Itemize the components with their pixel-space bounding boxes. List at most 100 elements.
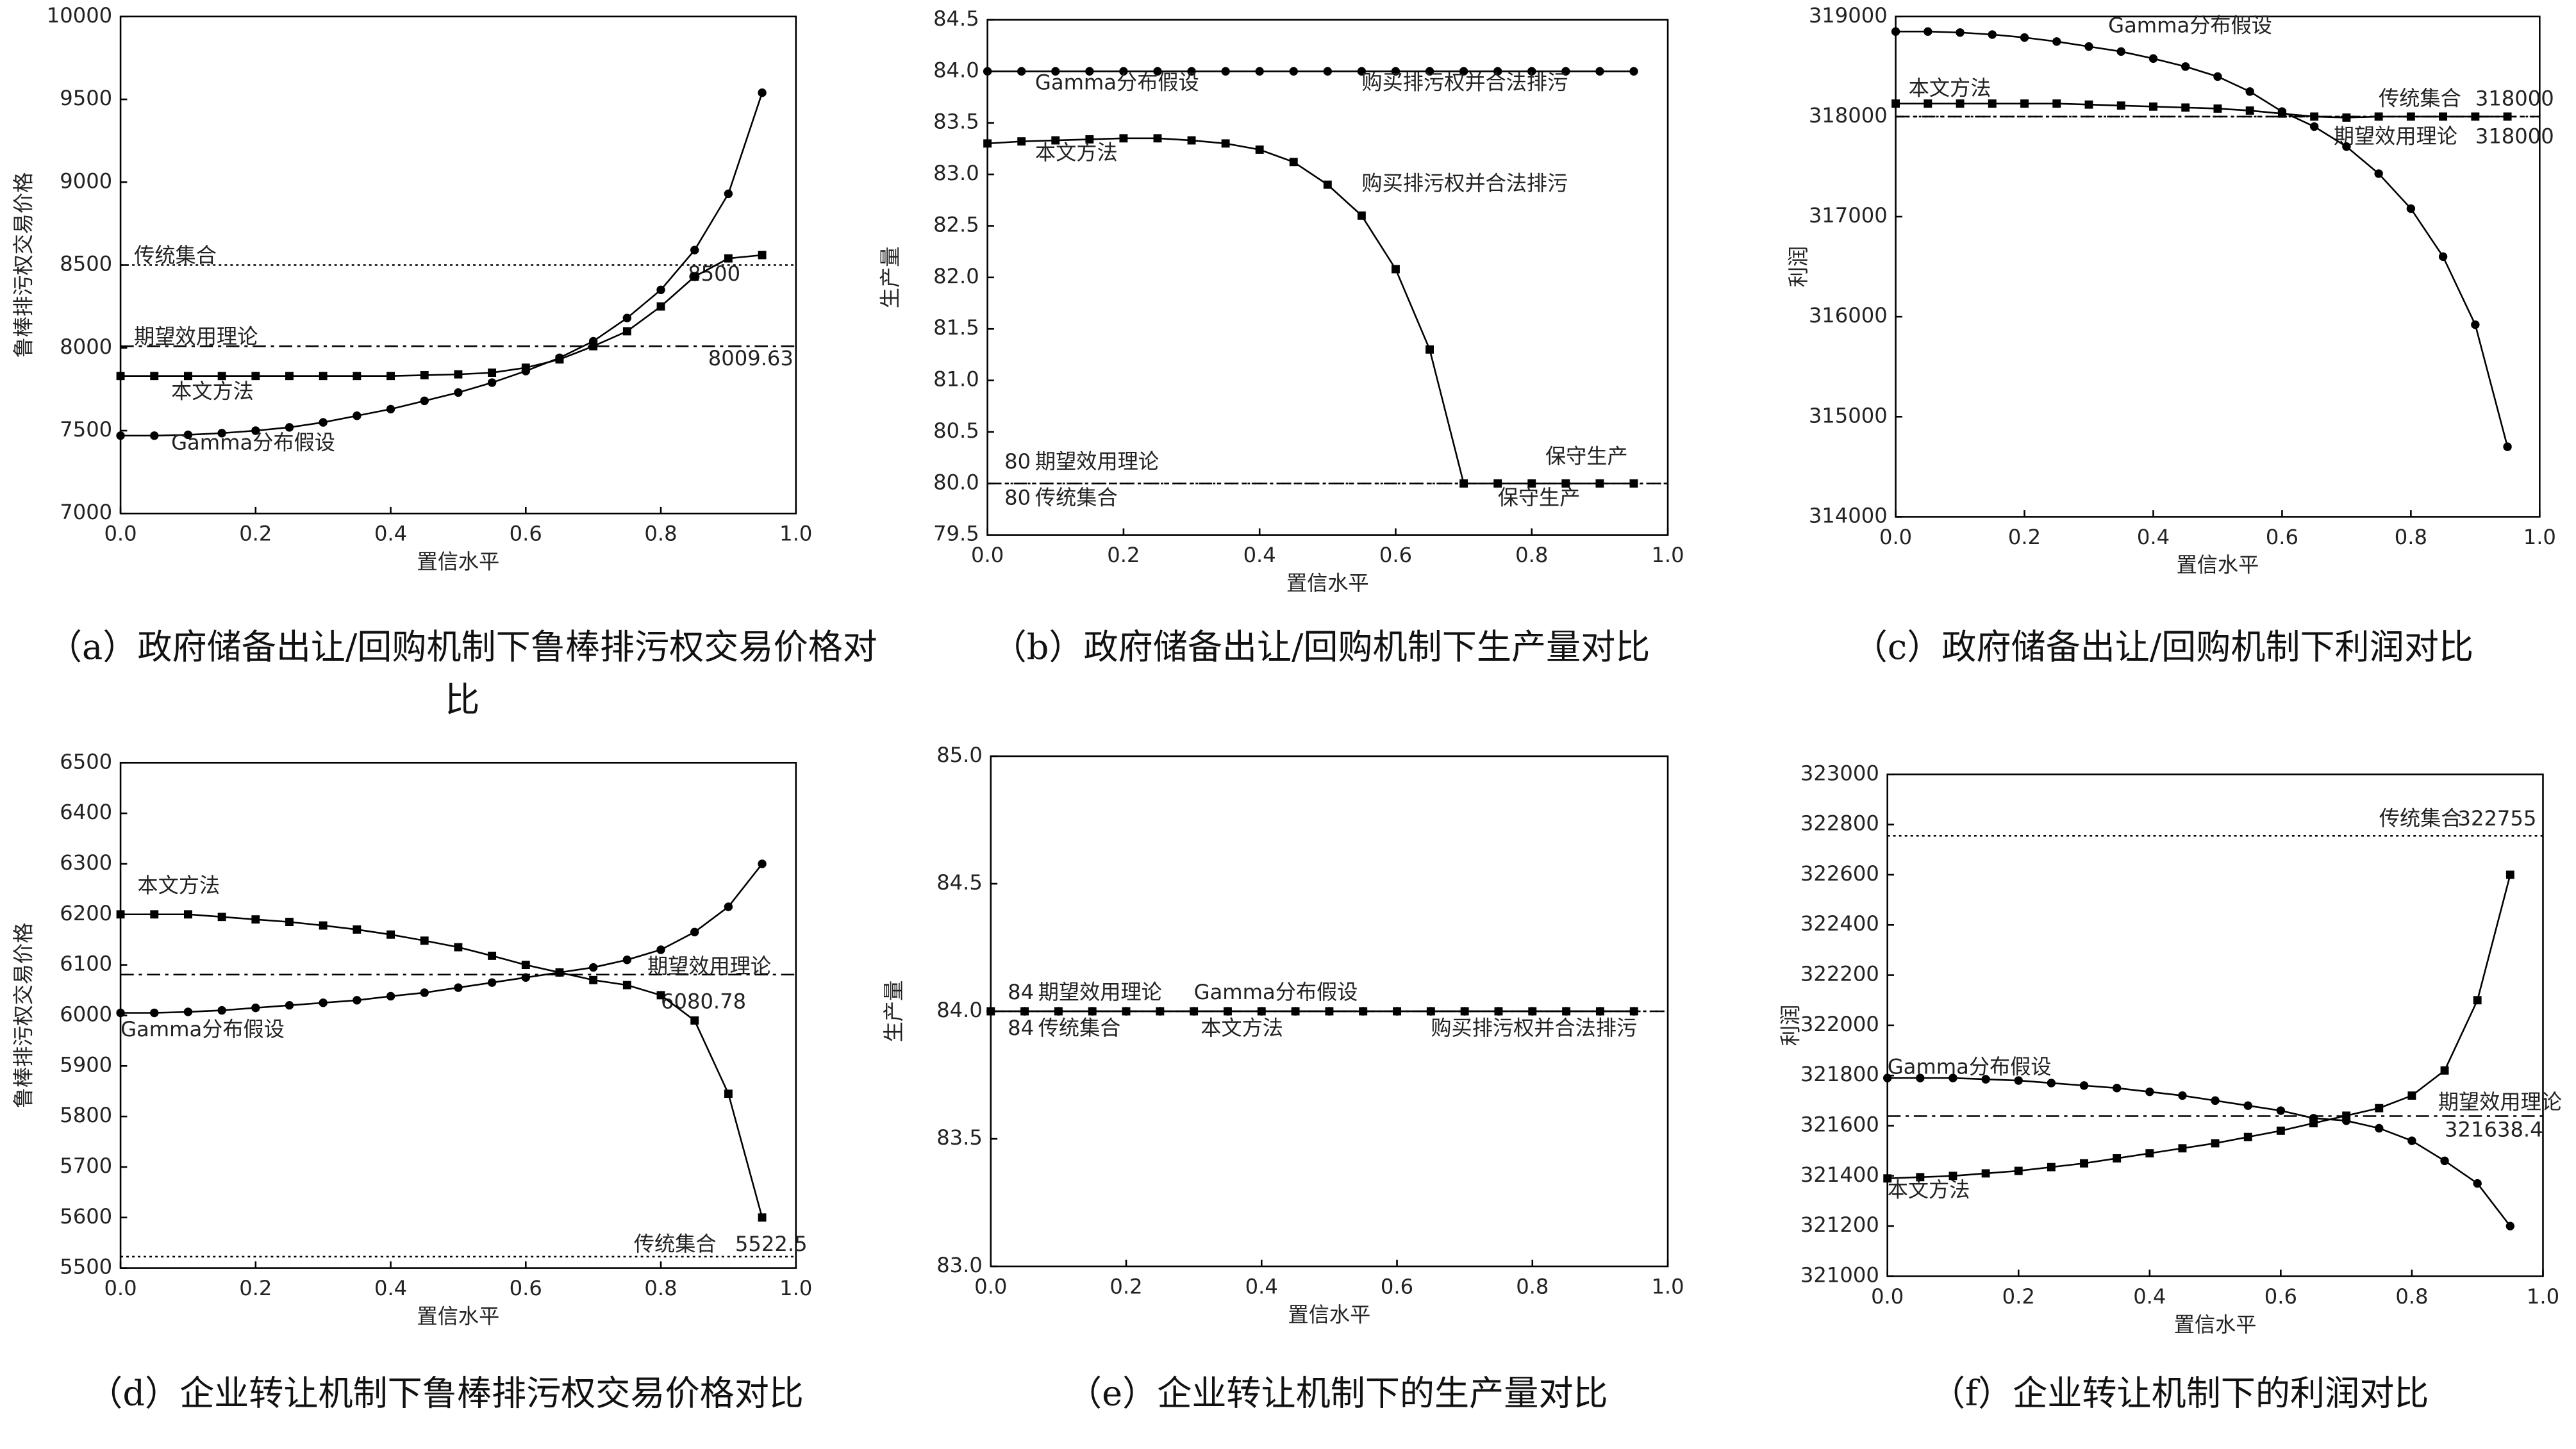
marker: [1561, 67, 1570, 76]
marker: [420, 936, 429, 945]
x-tick-label: 0.2: [239, 1276, 272, 1300]
marker: [1088, 1007, 1097, 1016]
marker: [353, 996, 361, 1005]
marker: [1054, 1007, 1063, 1016]
marker: [116, 1008, 125, 1018]
marker: [1561, 1007, 1571, 1016]
marker: [690, 272, 699, 281]
x-tick-label: 0.2: [239, 522, 272, 546]
marker: [285, 1000, 294, 1010]
marker: [488, 368, 497, 377]
series-label: Gamma分布假设: [1888, 1054, 2052, 1079]
y-tick-label: 8000: [60, 335, 112, 359]
series-line: [120, 863, 763, 1014]
marker: [1187, 136, 1196, 145]
y-tick-label: 83.5: [933, 110, 979, 134]
y-tick-label: 321400: [1800, 1163, 1879, 1187]
marker: [758, 859, 767, 868]
marker: [521, 973, 530, 982]
marker: [2375, 1104, 2384, 1113]
reference-name: 传统集合: [2379, 86, 2461, 110]
reference-name: 期望效用理论: [1035, 449, 1159, 474]
marker: [353, 372, 361, 381]
caption-box: （c）政府储备出让/回购机制下利润对比: [1853, 627, 2473, 667]
marker: [454, 983, 463, 992]
series-label: 本文方法: [1201, 1016, 1283, 1040]
marker: [2145, 1087, 2154, 1097]
marker: [521, 367, 530, 376]
marker: [2440, 1066, 2449, 1075]
marker: [319, 418, 328, 427]
annotation: 保守生产: [1498, 485, 1581, 509]
marker: [2148, 54, 2158, 63]
marker: [622, 327, 631, 336]
x-tick-label: 0.4: [2133, 1284, 2166, 1309]
marker: [1425, 67, 1434, 76]
marker: [1187, 67, 1196, 76]
x-tick-label: 1.0: [1651, 1275, 1684, 1299]
marker: [487, 978, 497, 987]
caption: （a）政府储备出让/回购机制下鲁棒排污权交易价格对比: [47, 627, 877, 720]
y-tick-label: 322600: [1800, 861, 1879, 886]
marker: [2342, 142, 2351, 151]
marker: [251, 915, 260, 924]
marker: [1255, 145, 1264, 154]
marker: [656, 945, 665, 954]
marker: [1924, 27, 1932, 36]
marker: [2277, 107, 2287, 116]
y-tick-label: 84.5: [933, 6, 979, 31]
marker: [588, 963, 598, 972]
marker: [116, 372, 125, 381]
y-tick-label: 5900: [60, 1052, 112, 1077]
reference-name: 期望效用理论: [1038, 980, 1162, 1004]
marker: [1459, 479, 1468, 488]
series-label: Gamma分布假设: [1035, 70, 1199, 95]
caption: （d）企业转让机制下鲁棒排污权交易价格对比: [88, 1373, 804, 1414]
marker: [2181, 62, 2190, 71]
marker: [319, 921, 328, 930]
marker: [1891, 99, 1900, 108]
marker: [2014, 1076, 2023, 1085]
caption-box: （a）政府储备出让/回购机制下鲁棒排污权交易价格对比: [47, 627, 877, 720]
annotation: 购买排污权并合法排污: [1431, 1016, 1637, 1040]
y-tick-label: 321200: [1800, 1213, 1879, 1237]
marker: [1017, 137, 1026, 146]
marker: [1085, 135, 1094, 144]
x-tick-label: 0.4: [1243, 543, 1276, 567]
marker: [251, 372, 260, 381]
marker: [2374, 112, 2383, 121]
marker: [2276, 1106, 2286, 1115]
y-axis-label: 生产量: [878, 247, 902, 309]
marker: [251, 426, 260, 435]
marker: [217, 913, 226, 922]
marker: [2243, 1101, 2252, 1110]
reference-value: 322755: [2458, 806, 2537, 831]
x-tick-label: 0.6: [1381, 1275, 1413, 1299]
x-axis-label: 置信水平: [417, 550, 500, 574]
marker: [758, 1213, 767, 1222]
marker: [1493, 67, 1502, 76]
marker: [2505, 1221, 2515, 1230]
marker: [622, 956, 632, 965]
y-tick-label: 82.5: [933, 212, 979, 236]
plot-frame: [1886, 774, 2544, 1277]
y-tick-label: 79.5: [933, 522, 979, 546]
marker: [589, 975, 598, 984]
marker: [150, 431, 159, 440]
x-tick-label: 0.6: [1379, 543, 1412, 567]
reference-name: 传统集合: [2379, 806, 2462, 831]
marker: [217, 372, 226, 381]
marker: [1122, 1007, 1131, 1016]
marker: [2084, 100, 2093, 109]
marker: [1085, 67, 1094, 76]
marker: [2149, 102, 2157, 111]
x-tick-label: 0.4: [1245, 1275, 1278, 1299]
x-tick-label: 0.8: [644, 1276, 677, 1300]
x-tick-label: 0.2: [1109, 1275, 1142, 1299]
y-tick-label: 5800: [60, 1103, 112, 1127]
x-tick-label: 0.4: [2137, 525, 2170, 549]
marker: [1981, 1169, 1990, 1178]
marker: [1883, 1174, 1892, 1183]
marker: [285, 372, 294, 381]
